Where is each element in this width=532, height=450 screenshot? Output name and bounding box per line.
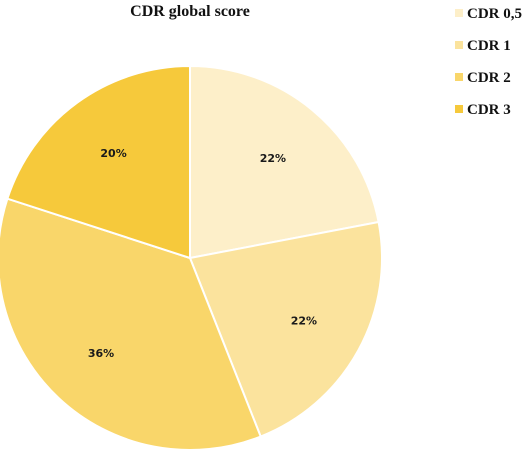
pie-slice-2: [188, 220, 383, 438]
pie-slice-1: [189, 64, 380, 260]
legend-label-1: CDR 0,5: [467, 6, 522, 22]
legend: CDR 0,5 CDR 1 CDR 2 CDR 3: [455, 6, 522, 118]
pie-slice-3: [0, 197, 262, 450]
legend-swatch-3: [455, 73, 463, 81]
chart-title: CDR global score: [130, 3, 250, 20]
legend-swatch-2: [455, 41, 463, 49]
legend-label-3: CDR 2: [467, 70, 511, 86]
legend-label-2: CDR 1: [467, 38, 511, 54]
pie-slice-4: [6, 64, 191, 260]
pie-slices: [0, 64, 383, 450]
data-label-3: 36%: [88, 347, 114, 360]
data-label-4: 20%: [100, 147, 126, 160]
data-label-1: 22%: [260, 152, 286, 165]
legend-swatch-1: [455, 9, 463, 17]
legend-label-4: CDR 3: [467, 102, 511, 118]
data-label-2: 22%: [291, 315, 317, 328]
legend-swatch-4: [455, 105, 463, 113]
pie-data-labels: 22% 22% 36% 20%: [88, 147, 317, 360]
